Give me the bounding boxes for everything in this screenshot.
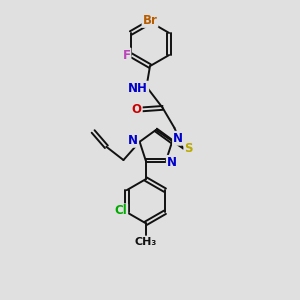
Text: NH: NH <box>128 82 148 95</box>
Text: Br: Br <box>142 14 158 27</box>
Text: CH₃: CH₃ <box>135 236 157 247</box>
Text: S: S <box>184 142 193 155</box>
Text: F: F <box>122 49 130 62</box>
Text: N: N <box>167 156 177 169</box>
Text: Cl: Cl <box>115 204 127 217</box>
Text: N: N <box>173 132 183 145</box>
Text: N: N <box>128 134 138 147</box>
Text: O: O <box>132 103 142 116</box>
